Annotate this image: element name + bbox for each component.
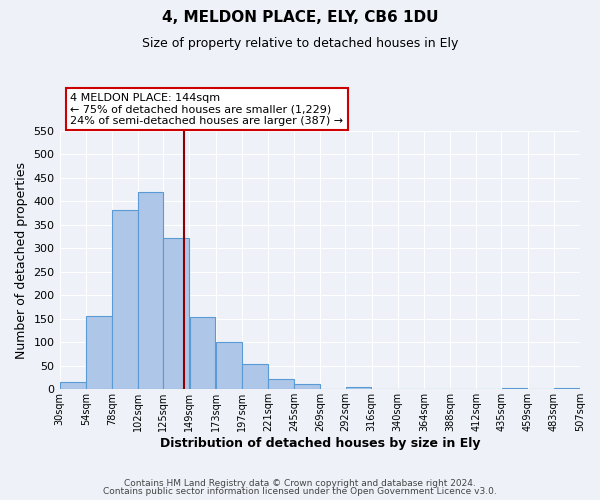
Bar <box>190 318 215 390</box>
Bar <box>138 192 163 390</box>
Text: Size of property relative to detached houses in Ely: Size of property relative to detached ho… <box>142 38 458 51</box>
X-axis label: Distribution of detached houses by size in Ely: Distribution of detached houses by size … <box>160 437 480 450</box>
Bar <box>112 210 138 390</box>
Text: Contains public sector information licensed under the Open Government Licence v3: Contains public sector information licen… <box>103 487 497 496</box>
Text: 4 MELDON PLACE: 144sqm
← 75% of detached houses are smaller (1,229)
24% of semi-: 4 MELDON PLACE: 144sqm ← 75% of detached… <box>70 92 343 126</box>
Y-axis label: Number of detached properties: Number of detached properties <box>15 162 28 358</box>
Bar <box>216 342 242 390</box>
Bar <box>502 388 527 390</box>
Bar <box>242 364 268 390</box>
Bar <box>294 384 320 390</box>
Text: Contains HM Land Registry data © Crown copyright and database right 2024.: Contains HM Land Registry data © Crown c… <box>124 478 476 488</box>
Bar <box>163 238 189 390</box>
Bar <box>60 382 86 390</box>
Bar <box>346 387 371 390</box>
Bar <box>268 379 294 390</box>
Bar <box>86 316 112 390</box>
Bar <box>554 388 580 390</box>
Text: 4, MELDON PLACE, ELY, CB6 1DU: 4, MELDON PLACE, ELY, CB6 1DU <box>162 10 438 25</box>
